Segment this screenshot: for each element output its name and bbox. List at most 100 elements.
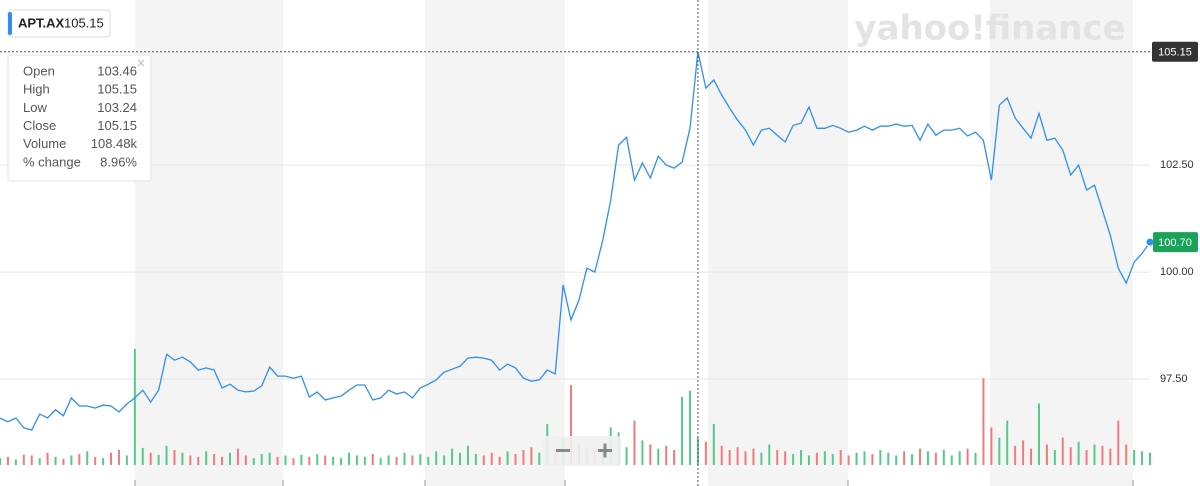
volume-bar — [221, 456, 224, 465]
volume-bar — [125, 455, 128, 465]
tooltip-close[interactable] — [137, 59, 145, 67]
volume-bar — [625, 447, 628, 465]
volume-bar — [0, 458, 1, 465]
volume-bar — [530, 447, 533, 465]
volume-bar — [284, 455, 287, 465]
tooltip-label: High — [23, 82, 50, 97]
volume-bar — [244, 455, 247, 465]
volume-bar — [316, 454, 319, 465]
volume-bar — [6, 456, 9, 465]
volume-bar — [673, 449, 676, 465]
volume-bar — [815, 452, 818, 465]
day-band — [425, 0, 565, 486]
volume-bar — [236, 448, 239, 465]
volume-bar — [839, 449, 842, 465]
volume-bar — [1077, 441, 1080, 465]
volume-bar — [419, 454, 422, 465]
volume-bar — [141, 447, 144, 465]
grid: 97.50 100.00 102.50 — [0, 159, 1194, 385]
volume-bar — [189, 455, 192, 465]
volume-bar — [443, 455, 446, 465]
volume-bar — [736, 447, 739, 465]
volume-bar — [308, 456, 311, 465]
volume-bar — [1125, 444, 1128, 465]
volume-bar — [696, 437, 699, 465]
tooltip: Open 103.46 High 105.15 Low 103.24 Close 105.15… — [7, 54, 152, 182]
volume-bar — [974, 452, 977, 465]
zoom-in[interactable] — [598, 443, 612, 458]
volume-bar — [990, 427, 993, 465]
volume-bar — [102, 458, 105, 465]
volume-bar — [958, 451, 961, 465]
y-tick-label: 102.50 — [1160, 159, 1194, 171]
volume-bar — [466, 445, 469, 465]
volume-bar — [38, 458, 41, 465]
volume-bar — [427, 456, 430, 465]
volume-bar — [173, 449, 176, 465]
volume-bar — [340, 458, 343, 465]
volume-bar — [181, 452, 184, 465]
volume-bar — [149, 452, 152, 465]
volume-bar — [1006, 420, 1009, 465]
volume-bar — [776, 449, 779, 465]
volume-bar — [252, 458, 255, 465]
volume-bar — [490, 452, 493, 465]
volume-bar — [911, 454, 914, 465]
volume-bar — [903, 451, 906, 465]
tooltip-value: 103.46 — [97, 63, 137, 78]
volume-bar — [792, 454, 795, 465]
volume-bar — [633, 420, 636, 465]
volume-bar — [1085, 449, 1088, 465]
volume-bar — [760, 452, 763, 465]
volume-bar — [649, 444, 652, 465]
volume-bar — [70, 455, 73, 465]
volume-bar — [474, 454, 477, 465]
volume-bar — [411, 455, 414, 465]
volume-bar — [292, 458, 295, 465]
volume-bar — [363, 456, 366, 465]
y-tick-label: 100.00 — [1160, 266, 1194, 278]
volume-bar — [823, 451, 826, 465]
ticker-badge: APT.AX 105.15 — [7, 9, 111, 38]
volume-bar — [324, 455, 327, 465]
volume-bar — [895, 455, 898, 465]
volume-bar — [728, 449, 731, 465]
volume-bar — [681, 396, 684, 465]
volume-bar — [387, 455, 390, 465]
volume-bar — [934, 452, 937, 465]
volume-bar — [94, 456, 97, 465]
volume-bar — [1133, 449, 1136, 465]
volume-bar — [268, 452, 271, 465]
volume-bar — [942, 449, 945, 465]
day-band — [708, 0, 848, 486]
volume-bar — [117, 449, 120, 465]
volume-bar — [1045, 444, 1048, 465]
volume-bar — [403, 452, 406, 465]
volume-bar — [395, 456, 398, 465]
crosshair-label: 105.15 — [1158, 47, 1192, 59]
volume-bar — [855, 452, 858, 465]
volume-bar — [744, 451, 747, 465]
tooltip-value: 103.24 — [97, 100, 137, 115]
volume-bar — [657, 448, 660, 465]
volume-bar — [704, 441, 707, 465]
volume-bar — [86, 451, 89, 465]
volume-bar — [498, 456, 501, 465]
volume-bar — [14, 459, 17, 465]
tooltip-box — [7, 54, 152, 182]
volume-bar — [347, 452, 350, 465]
volume-bar — [1069, 447, 1072, 465]
volume-bar — [1101, 445, 1104, 465]
volume-bar — [919, 448, 921, 465]
volume-bar — [570, 385, 573, 465]
volume-bar — [752, 448, 755, 465]
volume-bar — [62, 458, 65, 465]
volume-bar — [887, 452, 890, 465]
y-tick-label: 97.50 — [1160, 373, 1188, 385]
last-point — [1145, 237, 1155, 247]
volume-bar — [1053, 449, 1056, 465]
volume-bar — [379, 458, 382, 465]
zoom-controls[interactable] — [543, 436, 621, 466]
zoom-out[interactable] — [556, 449, 570, 452]
